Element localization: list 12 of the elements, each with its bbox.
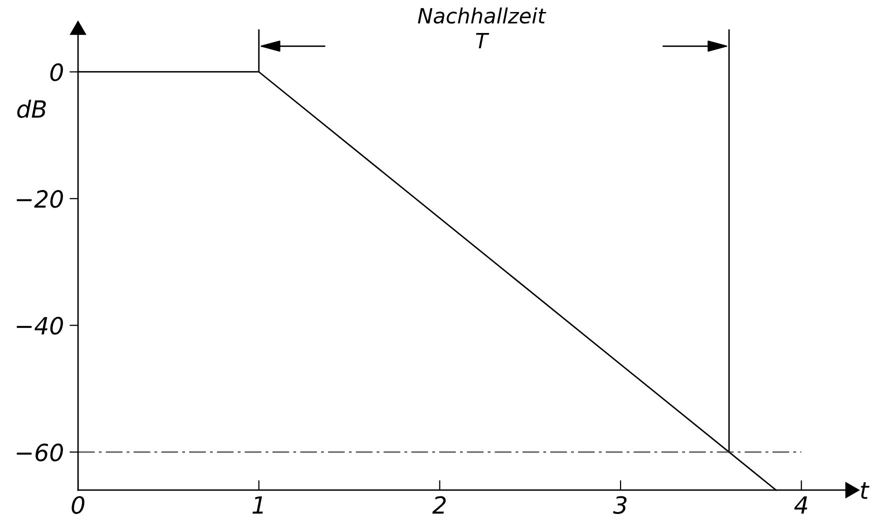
- y-tick-label: −60: [16, 444, 63, 462]
- x-tick-label: 3: [613, 496, 627, 514]
- y-tick-label: −20: [16, 190, 63, 208]
- x-axis-title: t: [860, 482, 870, 499]
- x-tick-label: 1: [252, 496, 263, 514]
- x-tick-label: 4: [794, 496, 808, 514]
- y-axis-title: dB: [17, 100, 46, 118]
- x-tick-label: 2: [432, 496, 446, 514]
- annotation: Nachhallzeit T: [418, 8, 546, 48]
- y-tick-label: −40: [16, 316, 63, 335]
- y-tick-label: 0: [50, 63, 63, 82]
- x-tick-label: 0: [72, 496, 84, 514]
